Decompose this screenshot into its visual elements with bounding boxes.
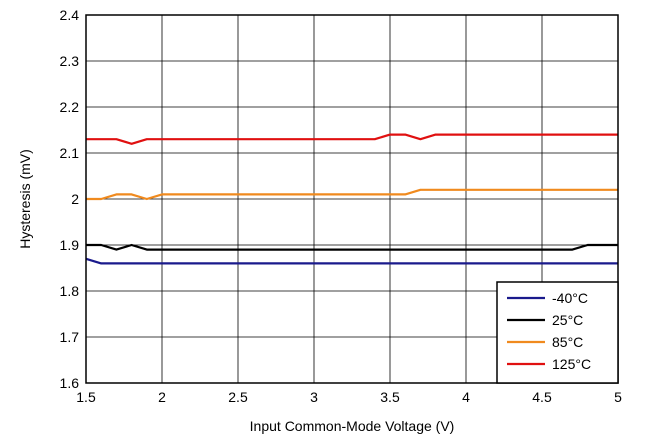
y-tick-label: 2.4 bbox=[60, 7, 80, 23]
x-tick-label: 5 bbox=[614, 389, 622, 405]
y-tick-label: 1.9 bbox=[60, 237, 80, 253]
plot-frame bbox=[85, 14, 619, 384]
legend-label: 85°C bbox=[552, 334, 583, 350]
series-line-1 bbox=[85, 257, 618, 265]
x-axis-title: Input Common-Mode Voltage (V) bbox=[250, 418, 455, 434]
y-tick-label: 2.1 bbox=[60, 145, 80, 161]
y-axis-title: Hysteresis (mV) bbox=[17, 149, 33, 249]
series-line-2 bbox=[86, 243, 618, 251]
x-tick-label: 4.5 bbox=[532, 389, 552, 405]
legend-label: -40°C bbox=[552, 290, 588, 306]
legend-label: 125°C bbox=[552, 356, 591, 372]
legend-label: 25°C bbox=[552, 312, 583, 328]
x-tick-label: 4 bbox=[462, 389, 470, 405]
y-tick-labels: 1.6 1.7 1.8 1.9 2 2.1 2.2 2.3 2.4 bbox=[60, 7, 80, 391]
legend: -40°C 25°C 85°C 125°C bbox=[496, 281, 619, 384]
x-tick-label: 3 bbox=[310, 389, 318, 405]
y-tick-label: 2.2 bbox=[60, 99, 80, 115]
y-tick-label: 2 bbox=[71, 191, 79, 207]
series-line-3 bbox=[86, 188, 618, 201]
x-tick-label: 1.5 bbox=[76, 389, 96, 405]
x-tick-label: 2.5 bbox=[228, 389, 248, 405]
x-tick-labels: 1.5 2 2.5 3 3.5 4 4.5 5 bbox=[76, 389, 622, 405]
x-tick-label: 3.5 bbox=[380, 389, 400, 405]
y-tick-label: 2.3 bbox=[60, 53, 80, 69]
y-tick-label: 1.6 bbox=[60, 375, 80, 391]
y-tick-label: 1.8 bbox=[60, 283, 80, 299]
series-layer bbox=[85, 133, 618, 265]
series-line-4 bbox=[86, 133, 618, 145]
x-tick-label: 2 bbox=[158, 389, 166, 405]
y-tick-label: 1.7 bbox=[60, 329, 80, 345]
